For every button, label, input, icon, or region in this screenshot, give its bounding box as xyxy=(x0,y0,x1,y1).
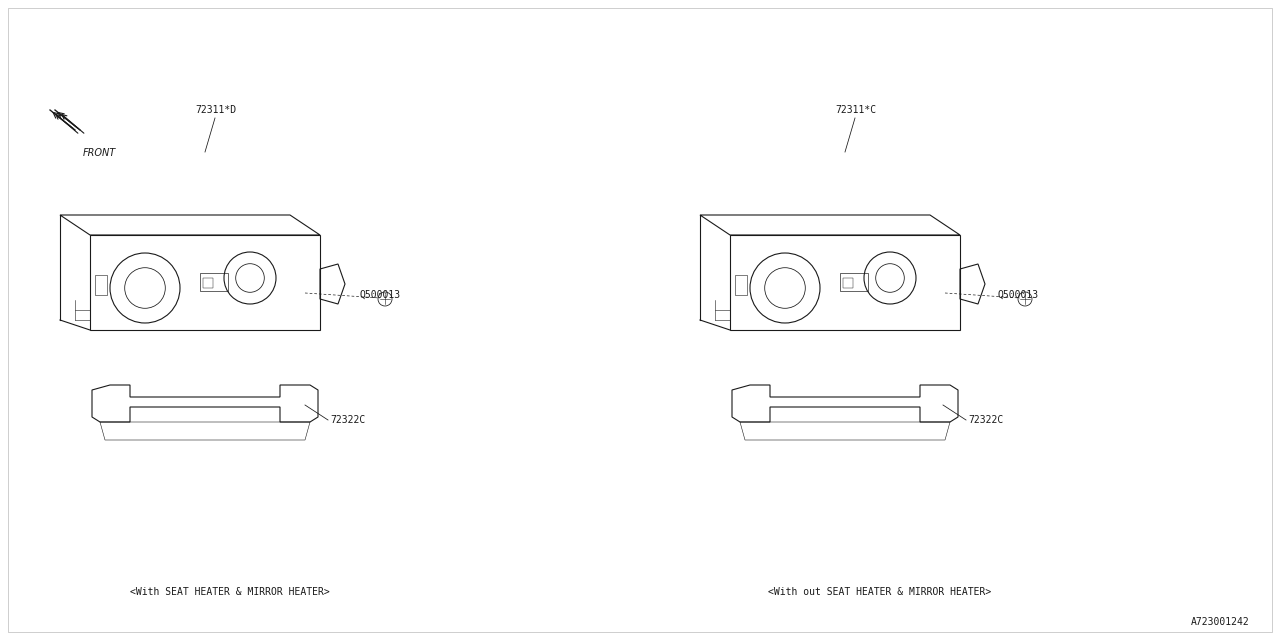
Text: 72311*C: 72311*C xyxy=(835,105,876,115)
Text: A723001242: A723001242 xyxy=(1192,617,1251,627)
Bar xyxy=(840,273,868,291)
Text: 72311*D: 72311*D xyxy=(195,105,236,115)
Text: 72322C: 72322C xyxy=(968,415,1004,425)
Bar xyxy=(95,275,108,295)
Bar xyxy=(844,278,852,288)
Text: <With SEAT HEATER & MIRROR HEATER>: <With SEAT HEATER & MIRROR HEATER> xyxy=(131,587,330,597)
Bar xyxy=(735,275,748,295)
Bar xyxy=(200,273,228,291)
Text: <With out SEAT HEATER & MIRROR HEATER>: <With out SEAT HEATER & MIRROR HEATER> xyxy=(768,587,991,597)
Text: Q500013: Q500013 xyxy=(360,290,401,300)
Bar xyxy=(204,278,212,288)
Text: 72322C: 72322C xyxy=(330,415,365,425)
Text: FRONT: FRONT xyxy=(83,148,116,158)
Text: Q500013: Q500013 xyxy=(998,290,1039,300)
